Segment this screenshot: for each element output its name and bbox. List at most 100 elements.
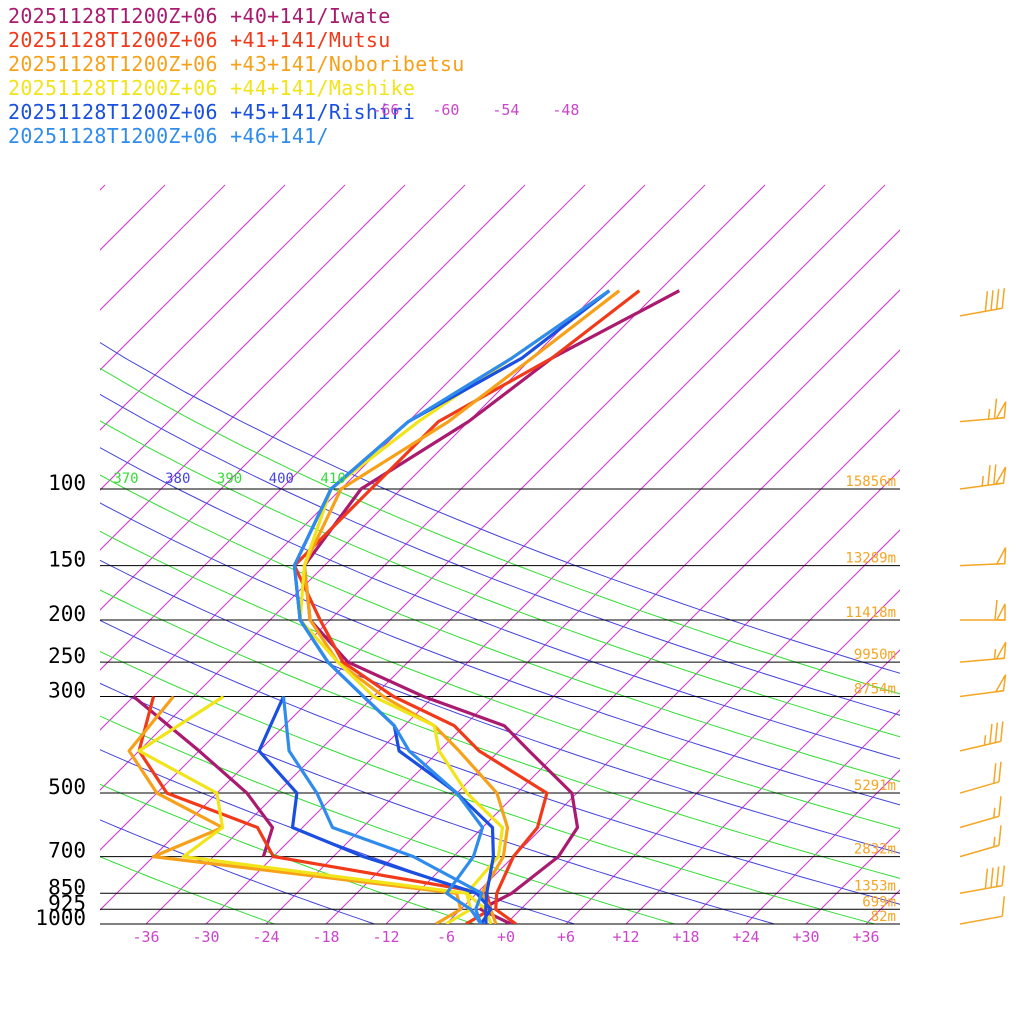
x-tick-label: +24 [732, 928, 759, 946]
isotherm [100, 184, 406, 491]
isotherm [100, 184, 766, 851]
pressure-label: 250 [48, 644, 86, 668]
upper-isotherm-label: -60 [432, 101, 459, 119]
theta-label: 380 [165, 471, 190, 487]
barb-flag [994, 674, 1007, 693]
x-tick-label: +0 [497, 928, 515, 946]
barb-flag [995, 603, 1006, 621]
dewpoint-profile [137, 695, 473, 924]
isotherm [625, 649, 900, 924]
dry-adiabat [100, 420, 900, 738]
isotherm [805, 829, 900, 924]
pressure-label: 850 [48, 875, 86, 899]
barb-staff [959, 884, 1003, 895]
x-tick-label: -18 [312, 928, 339, 946]
isotherm [385, 409, 900, 924]
wind-barb [959, 288, 1006, 317]
barb-full [1001, 865, 1006, 886]
dry-adiabat [100, 367, 900, 695]
temperature-profile [298, 289, 611, 924]
barb-staff [959, 781, 1000, 794]
legend-entry-noboribetsu: 20251128T1200Z+06 +43+141/Noboribetsu [8, 52, 465, 76]
wind-barb [959, 721, 1004, 752]
isotherm [100, 184, 646, 731]
wind-barb [959, 761, 1002, 794]
barb-half [987, 409, 991, 420]
wind-barbs [959, 288, 1007, 925]
barb-staff [959, 844, 1000, 858]
barb-full [987, 465, 991, 486]
pressure-label: 300 [48, 679, 86, 703]
dry-adiabat [100, 393, 900, 716]
dry-adiabat [100, 856, 275, 924]
height-label: 8754m [854, 682, 896, 698]
pressure-label: 925 [48, 891, 86, 915]
isotherm [100, 184, 826, 911]
barb-full [994, 722, 999, 743]
isotherm [100, 184, 586, 671]
theta-label: 410 [321, 471, 346, 487]
wind-barb [959, 464, 1007, 490]
dry-adiabat [100, 783, 475, 924]
dewpoint-profile [132, 695, 275, 858]
wind-barb [959, 825, 1002, 858]
isotherm [100, 184, 226, 311]
background-grid [100, 184, 1024, 924]
isotherm [926, 185, 1024, 924]
pressure-label: 700 [48, 839, 86, 863]
barb-full [998, 825, 1002, 846]
wind-barb [959, 796, 1002, 829]
barb-flag [995, 547, 1007, 565]
upper-isotherm-label: -48 [552, 101, 579, 119]
barb-half [981, 475, 984, 487]
temperature-profile [292, 289, 641, 924]
barb-full [994, 599, 998, 621]
barb-flag [995, 641, 1007, 660]
isotherm [505, 529, 900, 924]
barb-half [993, 648, 997, 660]
barb-full [1001, 896, 1006, 917]
wind-barb [959, 398, 1007, 423]
barb-half [983, 735, 987, 746]
isotherm [100, 184, 466, 551]
pressure-label: 150 [48, 548, 86, 572]
barb-flag [994, 466, 1007, 486]
barb-full [995, 289, 1000, 310]
barb-full [989, 723, 993, 744]
x-tick-label: +6 [557, 928, 575, 946]
height-label: 13289m [845, 551, 896, 567]
temperature-profile [302, 289, 681, 924]
dry-adiabat [100, 619, 900, 905]
x-tick-label: +30 [792, 928, 819, 946]
x-tick-label: +36 [852, 928, 879, 946]
x-tick-label: +18 [672, 928, 699, 946]
legend-entry-mutsu: 20251128T1200Z+06 +41+141/Mutsu [8, 28, 391, 52]
theta-label: 390 [217, 471, 242, 487]
dry-adiabat [100, 559, 900, 854]
dry-adiabat [100, 341, 900, 674]
barb-half [993, 836, 996, 847]
pressure-label: 500 [48, 775, 86, 799]
x-tick-label: -12 [372, 928, 399, 946]
wind-barb [959, 641, 1007, 663]
height-label: 5291m [854, 778, 896, 794]
barb-staff [959, 307, 1003, 317]
dry-adiabat [100, 819, 375, 924]
height-label: 1353m [854, 878, 896, 894]
dewpoint-profile [281, 696, 484, 924]
axis-labels: 100 15856m 150 13289m 200 11418m 250 9950m 300 87… [35, 101, 896, 946]
isotherm [145, 184, 886, 924]
x-tick-label: -36 [132, 928, 159, 946]
dewpoint-profile [127, 695, 463, 924]
legend-entry-iwate: 20251128T1200Z+06 +40+141/Iwate [8, 4, 391, 28]
wind-barb [959, 674, 1007, 698]
barb-full [993, 464, 997, 485]
legend-entry-46n: 20251128T1200Z+06 +46+141/ [8, 124, 329, 148]
isotherm [100, 184, 526, 611]
wind-barb [960, 599, 1006, 621]
dry-adiabat [100, 530, 900, 830]
barb-full [993, 398, 998, 419]
barb-staff [959, 740, 1001, 752]
height-label: 82m [871, 909, 896, 925]
barb-full [990, 290, 994, 311]
